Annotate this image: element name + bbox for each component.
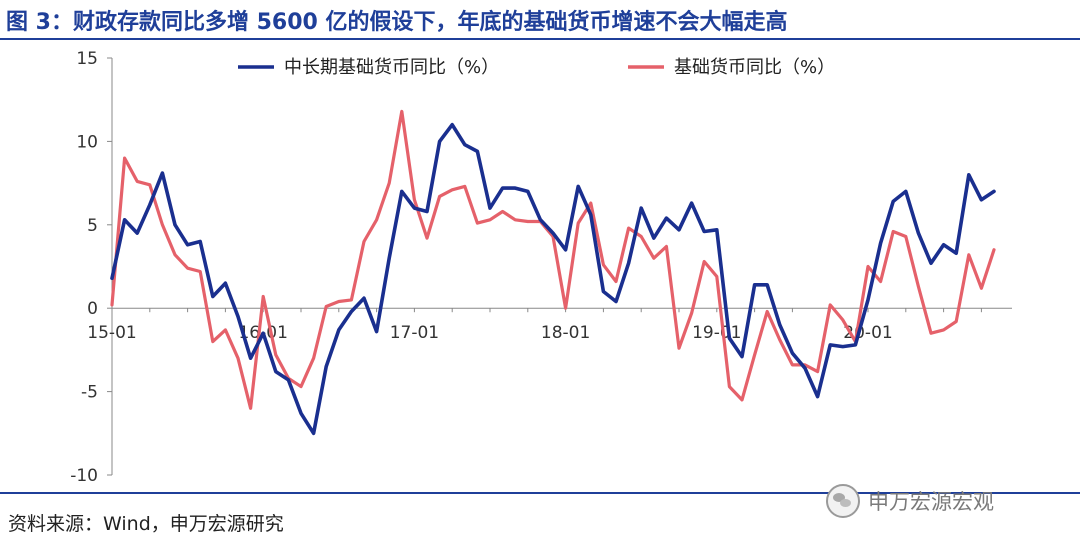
legend-label-1: 基础货币同比（%） — [674, 57, 835, 78]
legend: 中长期基础货币同比（%） 基础货币同比（%） — [238, 57, 835, 78]
series-layer — [110, 109, 996, 436]
x-tick-label: 15-01 — [87, 323, 136, 343]
wechat-icon — [826, 484, 860, 518]
y-tick-label: -10 — [70, 466, 98, 486]
watermark: 申万宏源宏观 — [826, 484, 994, 518]
legend-label-0: 中长期基础货币同比（%） — [284, 57, 499, 78]
title-divider — [0, 38, 1080, 40]
y-tick-label: 5 — [87, 216, 98, 236]
footer-divider — [0, 492, 1080, 494]
y-tick-label: 10 — [76, 132, 98, 152]
chart-title: 图 3：财政存款同比多增 5600 亿的假设下，年底的基础货币增速不会大幅走高 — [6, 10, 788, 35]
source-note: 资料来源：Wind，申万宏源研究 — [8, 513, 284, 535]
series-line-1 — [110, 109, 996, 410]
y-tick-label: 15 — [76, 49, 98, 69]
y-tick-label: 0 — [87, 299, 98, 319]
x-tick-label: 17-01 — [390, 323, 439, 343]
y-tick-label: -5 — [81, 383, 98, 403]
series-line-0 — [110, 122, 996, 436]
x-tick-label: 18-01 — [541, 323, 590, 343]
watermark-text: 申万宏源宏观 — [868, 490, 994, 514]
x-tick-label: 19-01 — [692, 323, 741, 343]
